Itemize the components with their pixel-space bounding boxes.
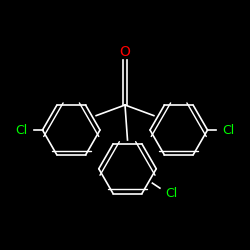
Text: Cl: Cl — [222, 124, 235, 136]
Text: O: O — [120, 45, 130, 59]
Text: Cl: Cl — [15, 124, 28, 136]
Text: Cl: Cl — [165, 186, 177, 200]
